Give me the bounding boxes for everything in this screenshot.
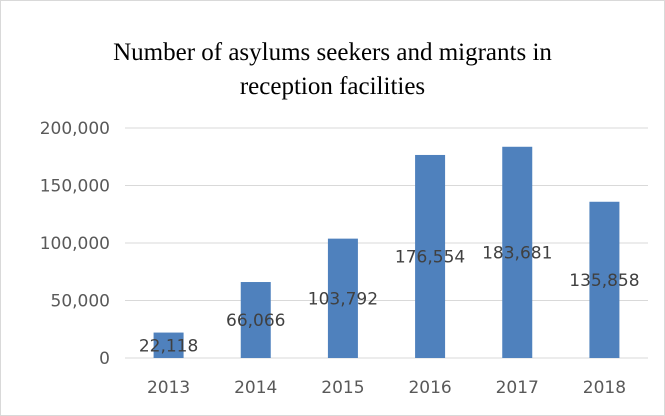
bar xyxy=(589,201,620,358)
bar xyxy=(502,146,533,358)
x-tick-label: 2017 xyxy=(496,378,539,398)
data-label: 135,858 xyxy=(569,271,639,291)
chart-title-line-2: reception facilities xyxy=(239,73,426,100)
y-tick-label: 200,000 xyxy=(40,119,110,139)
data-label: 103,792 xyxy=(308,289,378,309)
x-tick-label: 2018 xyxy=(583,378,626,398)
y-tick-label: 150,000 xyxy=(40,177,110,197)
bar xyxy=(327,238,358,358)
chart-title: Number of asylums seekers and migrants i… xyxy=(0,36,665,104)
y-tick-label: 0 xyxy=(99,349,110,369)
data-label: 66,066 xyxy=(226,311,285,331)
y-tick-label: 100,000 xyxy=(40,234,110,254)
data-label: 176,554 xyxy=(395,247,465,267)
x-tick-label: 2015 xyxy=(321,378,364,398)
y-tick-label: 50,000 xyxy=(51,292,110,312)
chart-title-line-1: Number of asylums seekers and migrants i… xyxy=(113,39,552,66)
bar xyxy=(153,332,184,358)
data-label: 183,681 xyxy=(482,243,552,263)
bar xyxy=(415,154,446,358)
data-label: 22,118 xyxy=(139,336,198,356)
bar xyxy=(240,282,271,358)
x-tick-label: 2016 xyxy=(408,378,451,398)
x-tick-label: 2013 xyxy=(147,378,190,398)
x-tick-label: 2014 xyxy=(234,378,277,398)
